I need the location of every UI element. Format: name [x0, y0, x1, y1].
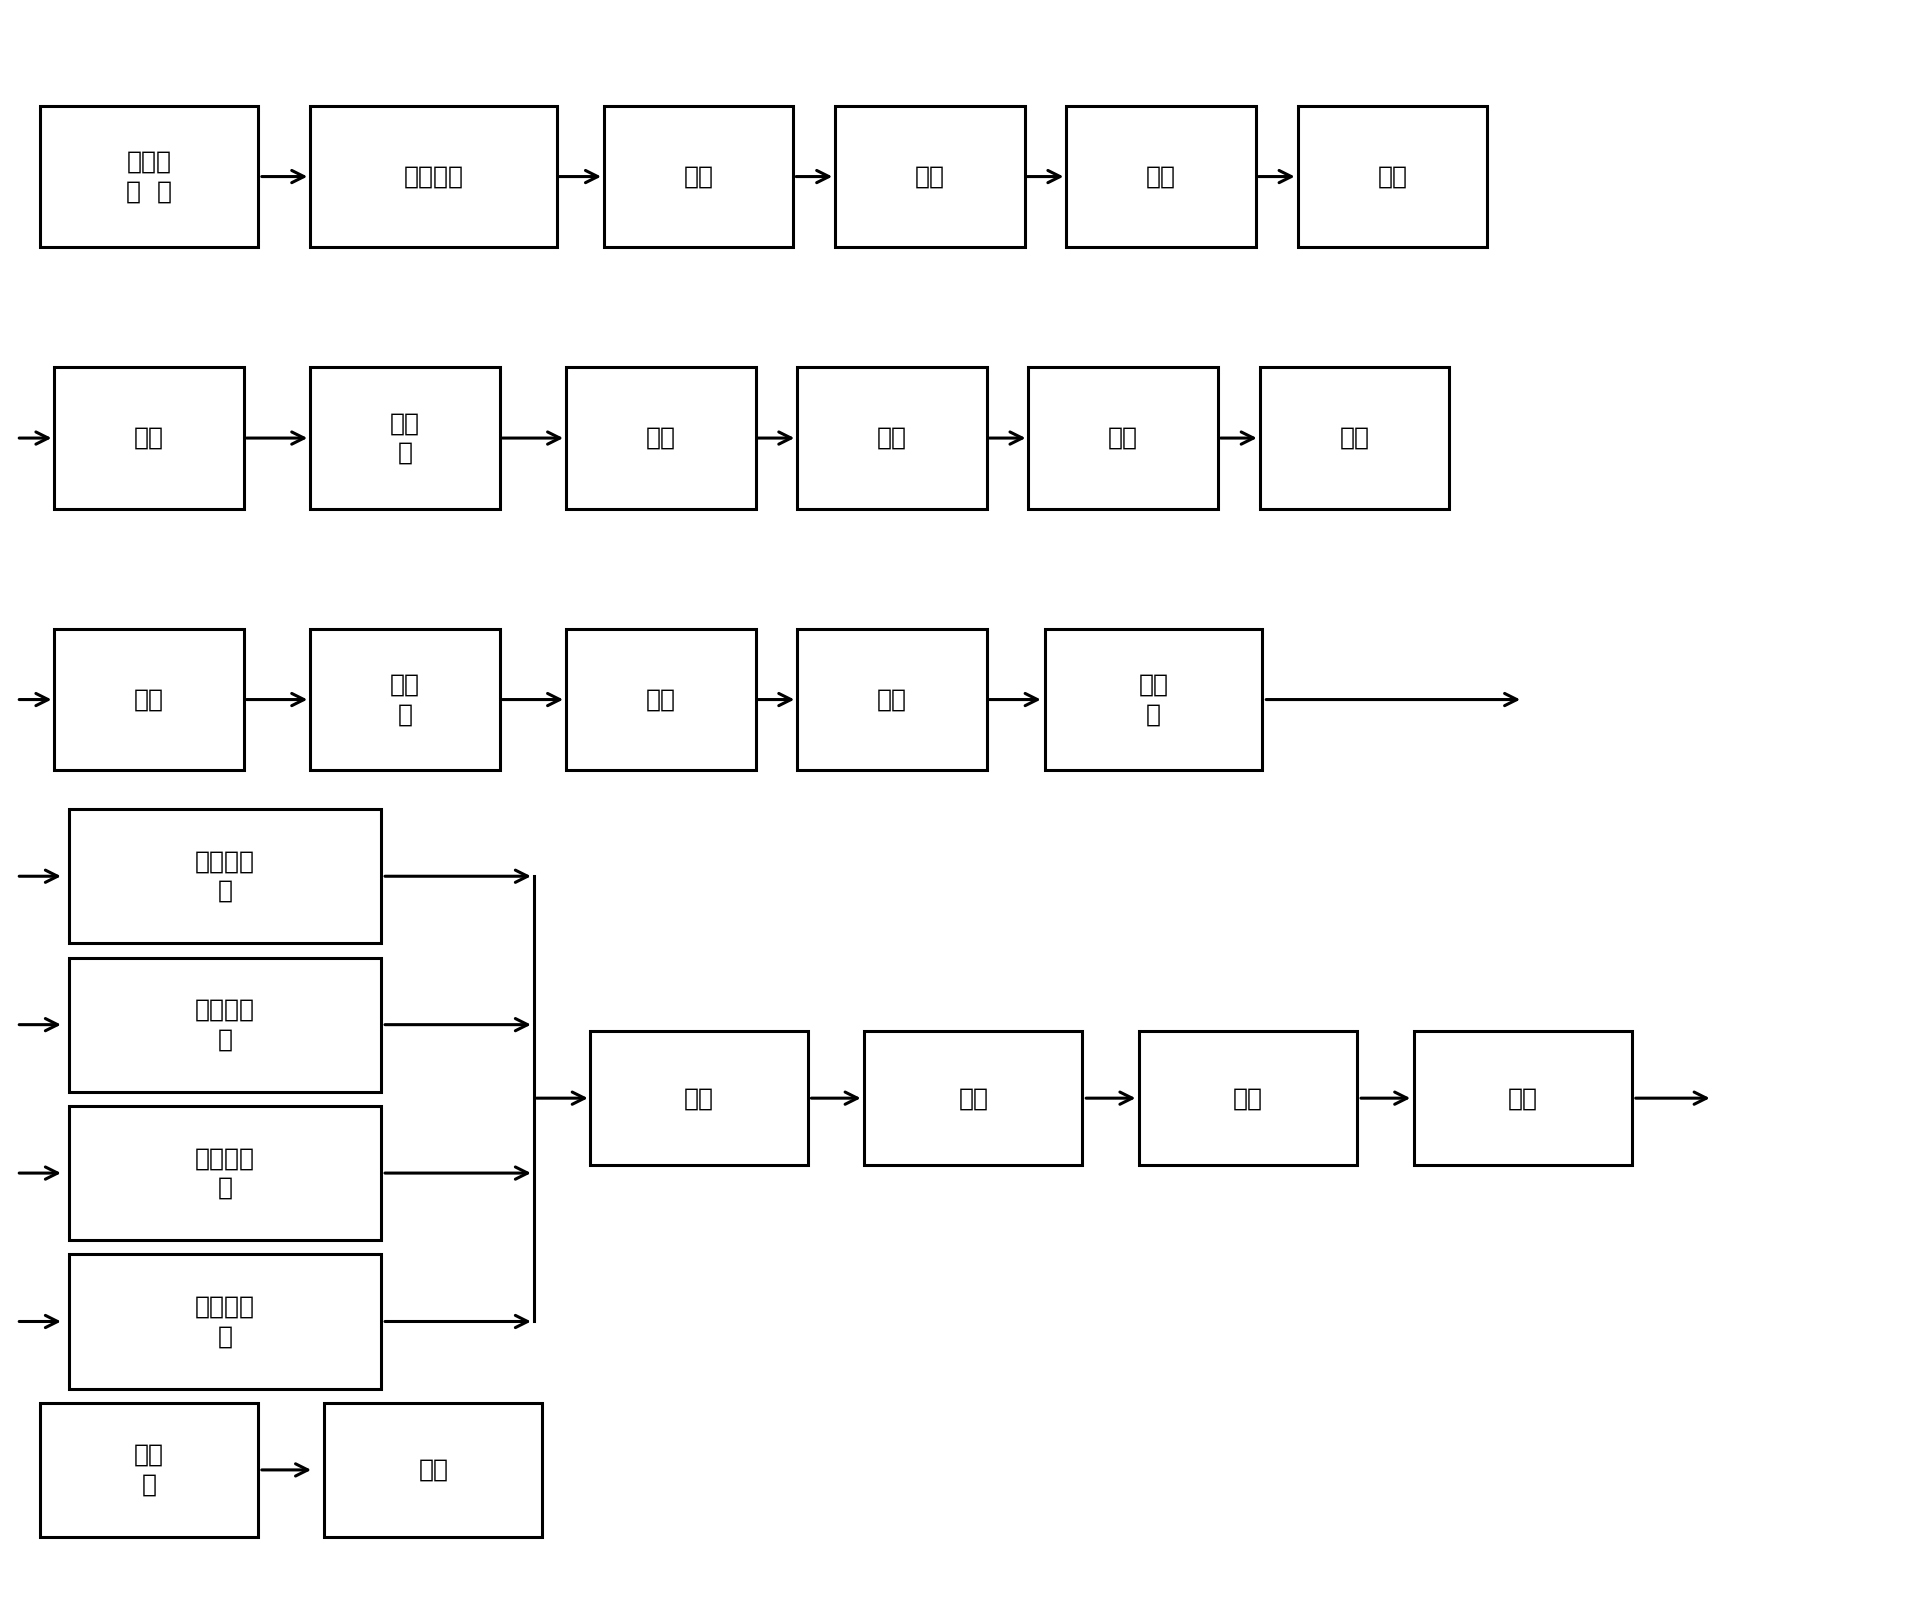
Text: 钝化: 钝化 — [958, 1086, 989, 1110]
Text: 水洗: 水洗 — [914, 164, 945, 188]
Bar — [865, 1032, 1082, 1166]
Text: 出光: 出光 — [1145, 164, 1176, 188]
Text: 碱性除油: 碱性除油 — [403, 164, 464, 188]
Text: 水洗: 水洗 — [1233, 1086, 1264, 1110]
Bar — [565, 367, 756, 509]
Bar — [69, 1107, 382, 1241]
Text: 水洗: 水洗 — [645, 688, 676, 712]
Text: 水洗: 水洗 — [645, 426, 676, 450]
Bar — [69, 958, 382, 1092]
Text: 退锌: 退锌 — [1107, 426, 1138, 450]
Bar — [1140, 1032, 1357, 1166]
Text: 水洗: 水洗 — [1508, 1086, 1539, 1110]
Bar — [40, 1402, 258, 1536]
Bar — [1415, 1032, 1632, 1166]
Bar — [69, 810, 382, 944]
Bar — [53, 367, 244, 509]
Text: 水洗: 水洗 — [876, 688, 907, 712]
Text: 锌置
换: 锌置 换 — [389, 672, 420, 727]
Bar — [1029, 367, 1218, 509]
Bar — [1067, 105, 1256, 248]
Text: 水洗: 水洗 — [1340, 426, 1369, 450]
Text: 纯水
洗: 纯水 洗 — [134, 1444, 164, 1496]
Bar — [1044, 629, 1262, 770]
Bar — [603, 105, 794, 248]
Text: 化学沉镀
镍: 化学沉镀 镍 — [195, 998, 256, 1051]
Bar — [325, 1402, 542, 1536]
Text: 化学沉镀
镍: 化学沉镀 镍 — [195, 850, 256, 902]
Text: 水洗: 水洗 — [683, 1086, 714, 1110]
Bar — [834, 105, 1025, 248]
Text: 纯水
洗: 纯水 洗 — [1138, 672, 1168, 727]
Text: 水洗: 水洗 — [876, 426, 907, 450]
Bar — [40, 105, 258, 248]
Bar — [565, 629, 756, 770]
Bar — [69, 1254, 382, 1389]
Text: 水洗: 水洗 — [134, 688, 164, 712]
Bar — [309, 105, 557, 248]
Bar — [590, 1032, 808, 1166]
Text: 水洗: 水洗 — [134, 426, 164, 450]
Text: 水洗: 水洗 — [1376, 164, 1407, 188]
Bar — [798, 367, 987, 509]
Text: 超音波
除  油: 超音波 除 油 — [126, 150, 172, 203]
Bar — [309, 629, 500, 770]
Bar — [53, 629, 244, 770]
Bar — [1298, 105, 1487, 248]
Text: 水洗: 水洗 — [683, 164, 714, 188]
Text: 化学沉镀
镍: 化学沉镀 镍 — [195, 1295, 256, 1348]
Bar — [309, 367, 500, 509]
Text: 锌置
换: 锌置 换 — [389, 410, 420, 465]
Text: 化学沉镀
镍: 化学沉镀 镍 — [195, 1147, 256, 1199]
Text: 烘干: 烘干 — [418, 1458, 449, 1482]
Bar — [798, 629, 987, 770]
Bar — [1260, 367, 1449, 509]
